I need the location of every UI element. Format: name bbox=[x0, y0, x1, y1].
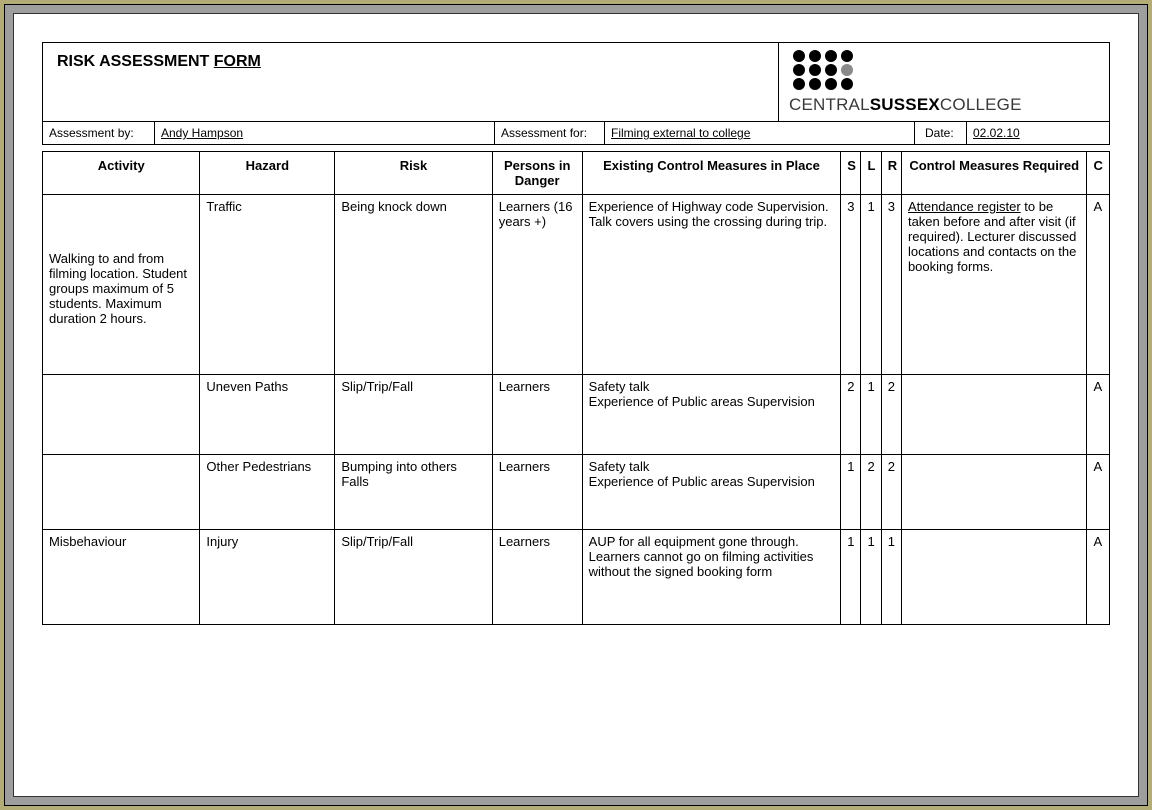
table-cell: A bbox=[1087, 375, 1110, 455]
logo-dot bbox=[825, 78, 837, 90]
table-cell: Experience of Highway code Supervision.T… bbox=[582, 195, 841, 375]
table-cell: Attendance register to be taken before a… bbox=[901, 195, 1087, 375]
table-row: Other PedestriansBumping into others Fal… bbox=[43, 455, 1110, 530]
table-cell: Safety talkExperience of Public areas Su… bbox=[582, 455, 841, 530]
table-cell: 2 bbox=[881, 455, 901, 530]
document-page: RISK ASSESSMENT FORM CENTRALSUSSEXCOLLEG… bbox=[13, 13, 1139, 797]
table-cell: 1 bbox=[861, 195, 881, 375]
date-label: Date: bbox=[915, 122, 967, 144]
col-hazard: Hazard bbox=[200, 152, 335, 195]
table-cell: A bbox=[1087, 195, 1110, 375]
table-row: Uneven PathsSlip/Trip/FallLearnersSafety… bbox=[43, 375, 1110, 455]
table-cell bbox=[43, 455, 200, 530]
table-cell: Being knock down bbox=[335, 195, 492, 375]
table-cell: AUP for all equipment gone through. Lear… bbox=[582, 530, 841, 625]
table-cell bbox=[901, 375, 1087, 455]
table-cell: 1 bbox=[861, 530, 881, 625]
page-frame: RISK ASSESSMENT FORM CENTRALSUSSEXCOLLEG… bbox=[4, 4, 1148, 806]
table-cell: Learners bbox=[492, 375, 582, 455]
logo-word-1: CENTRAL bbox=[789, 95, 870, 114]
col-r: R bbox=[881, 152, 901, 195]
table-cell: 2 bbox=[881, 375, 901, 455]
table-cell: Slip/Trip/Fall bbox=[335, 530, 492, 625]
table-cell bbox=[901, 455, 1087, 530]
logo-dot bbox=[793, 50, 805, 62]
col-required: Control Measures Required bbox=[901, 152, 1087, 195]
table-cell: 1 bbox=[881, 530, 901, 625]
logo-cell: CENTRALSUSSEXCOLLEGE bbox=[779, 43, 1109, 121]
header-top-row: RISK ASSESSMENT FORM CENTRALSUSSEXCOLLEG… bbox=[43, 43, 1109, 122]
logo-dot bbox=[825, 50, 837, 62]
col-s: S bbox=[841, 152, 861, 195]
logo-dot bbox=[841, 78, 853, 90]
title-prefix: RISK ASSESSMENT bbox=[57, 53, 214, 70]
table-cell: A bbox=[1087, 530, 1110, 625]
col-c: C bbox=[1087, 152, 1110, 195]
table-cell: 2 bbox=[841, 375, 861, 455]
logo-word-3: COLLEGE bbox=[940, 95, 1022, 114]
col-l: L bbox=[861, 152, 881, 195]
table-cell: Injury bbox=[200, 530, 335, 625]
logo-word-2: SUSSEX bbox=[870, 95, 940, 114]
table-cell: 3 bbox=[881, 195, 901, 375]
assessment-for-value: Filming external to college bbox=[605, 122, 915, 144]
header-block: RISK ASSESSMENT FORM CENTRALSUSSEXCOLLEG… bbox=[42, 42, 1110, 145]
table-cell: 3 bbox=[841, 195, 861, 375]
form-title: RISK ASSESSMENT FORM bbox=[43, 43, 779, 121]
table-cell: Uneven Paths bbox=[200, 375, 335, 455]
table-cell: Learners bbox=[492, 455, 582, 530]
col-existing: Existing Control Measures in Place bbox=[582, 152, 841, 195]
table-cell bbox=[901, 530, 1087, 625]
table-cell: Safety talkExperience of Public areas Su… bbox=[582, 375, 841, 455]
table-cell: 2 bbox=[861, 455, 881, 530]
logo-dot bbox=[809, 50, 821, 62]
table-cell: Traffic bbox=[200, 195, 335, 375]
risk-table: Activity Hazard Risk Persons in Danger E… bbox=[42, 151, 1110, 625]
col-activity: Activity bbox=[43, 152, 200, 195]
logo-dot bbox=[825, 64, 837, 76]
logo-dot bbox=[793, 64, 805, 76]
table-cell: Bumping into others Falls bbox=[335, 455, 492, 530]
logo-dots bbox=[791, 49, 1099, 91]
table-row: MisbehaviourInjurySlip/Trip/FallLearners… bbox=[43, 530, 1110, 625]
logo-dot bbox=[793, 78, 805, 90]
table-cell: 1 bbox=[841, 530, 861, 625]
table-cell: Walking to and from filming location. St… bbox=[43, 195, 200, 375]
outer-background: RISK ASSESSMENT FORM CENTRALSUSSEXCOLLEG… bbox=[0, 0, 1152, 810]
col-risk: Risk bbox=[335, 152, 492, 195]
table-cell: A bbox=[1087, 455, 1110, 530]
table-cell: Learners bbox=[492, 530, 582, 625]
logo-dot bbox=[841, 50, 853, 62]
date-value: 02.02.10 bbox=[967, 122, 1109, 144]
header-meta-row: Assessment by: Andy Hampson Assessment f… bbox=[43, 122, 1109, 144]
title-underlined: FORM bbox=[214, 53, 261, 70]
col-persons: Persons in Danger bbox=[492, 152, 582, 195]
table-cell: Learners (16 years +) bbox=[492, 195, 582, 375]
table-cell: Misbehaviour bbox=[43, 530, 200, 625]
header-row: Activity Hazard Risk Persons in Danger E… bbox=[43, 152, 1110, 195]
logo-dot bbox=[809, 78, 821, 90]
table-cell: 1 bbox=[861, 375, 881, 455]
assessment-by-label: Assessment by: bbox=[43, 122, 155, 144]
assessment-by-value: Andy Hampson bbox=[155, 122, 495, 144]
table-cell: Other Pedestrians bbox=[200, 455, 335, 530]
table-head: Activity Hazard Risk Persons in Danger E… bbox=[43, 152, 1110, 195]
table-body: Walking to and from filming location. St… bbox=[43, 195, 1110, 625]
table-cell: 1 bbox=[841, 455, 861, 530]
logo-dot bbox=[809, 64, 821, 76]
logo-text: CENTRALSUSSEXCOLLEGE bbox=[789, 95, 1099, 115]
logo-dot bbox=[841, 64, 853, 76]
table-row: Walking to and from filming location. St… bbox=[43, 195, 1110, 375]
table-cell bbox=[43, 375, 200, 455]
table-cell: Slip/Trip/Fall bbox=[335, 375, 492, 455]
assessment-for-label: Assessment for: bbox=[495, 122, 605, 144]
